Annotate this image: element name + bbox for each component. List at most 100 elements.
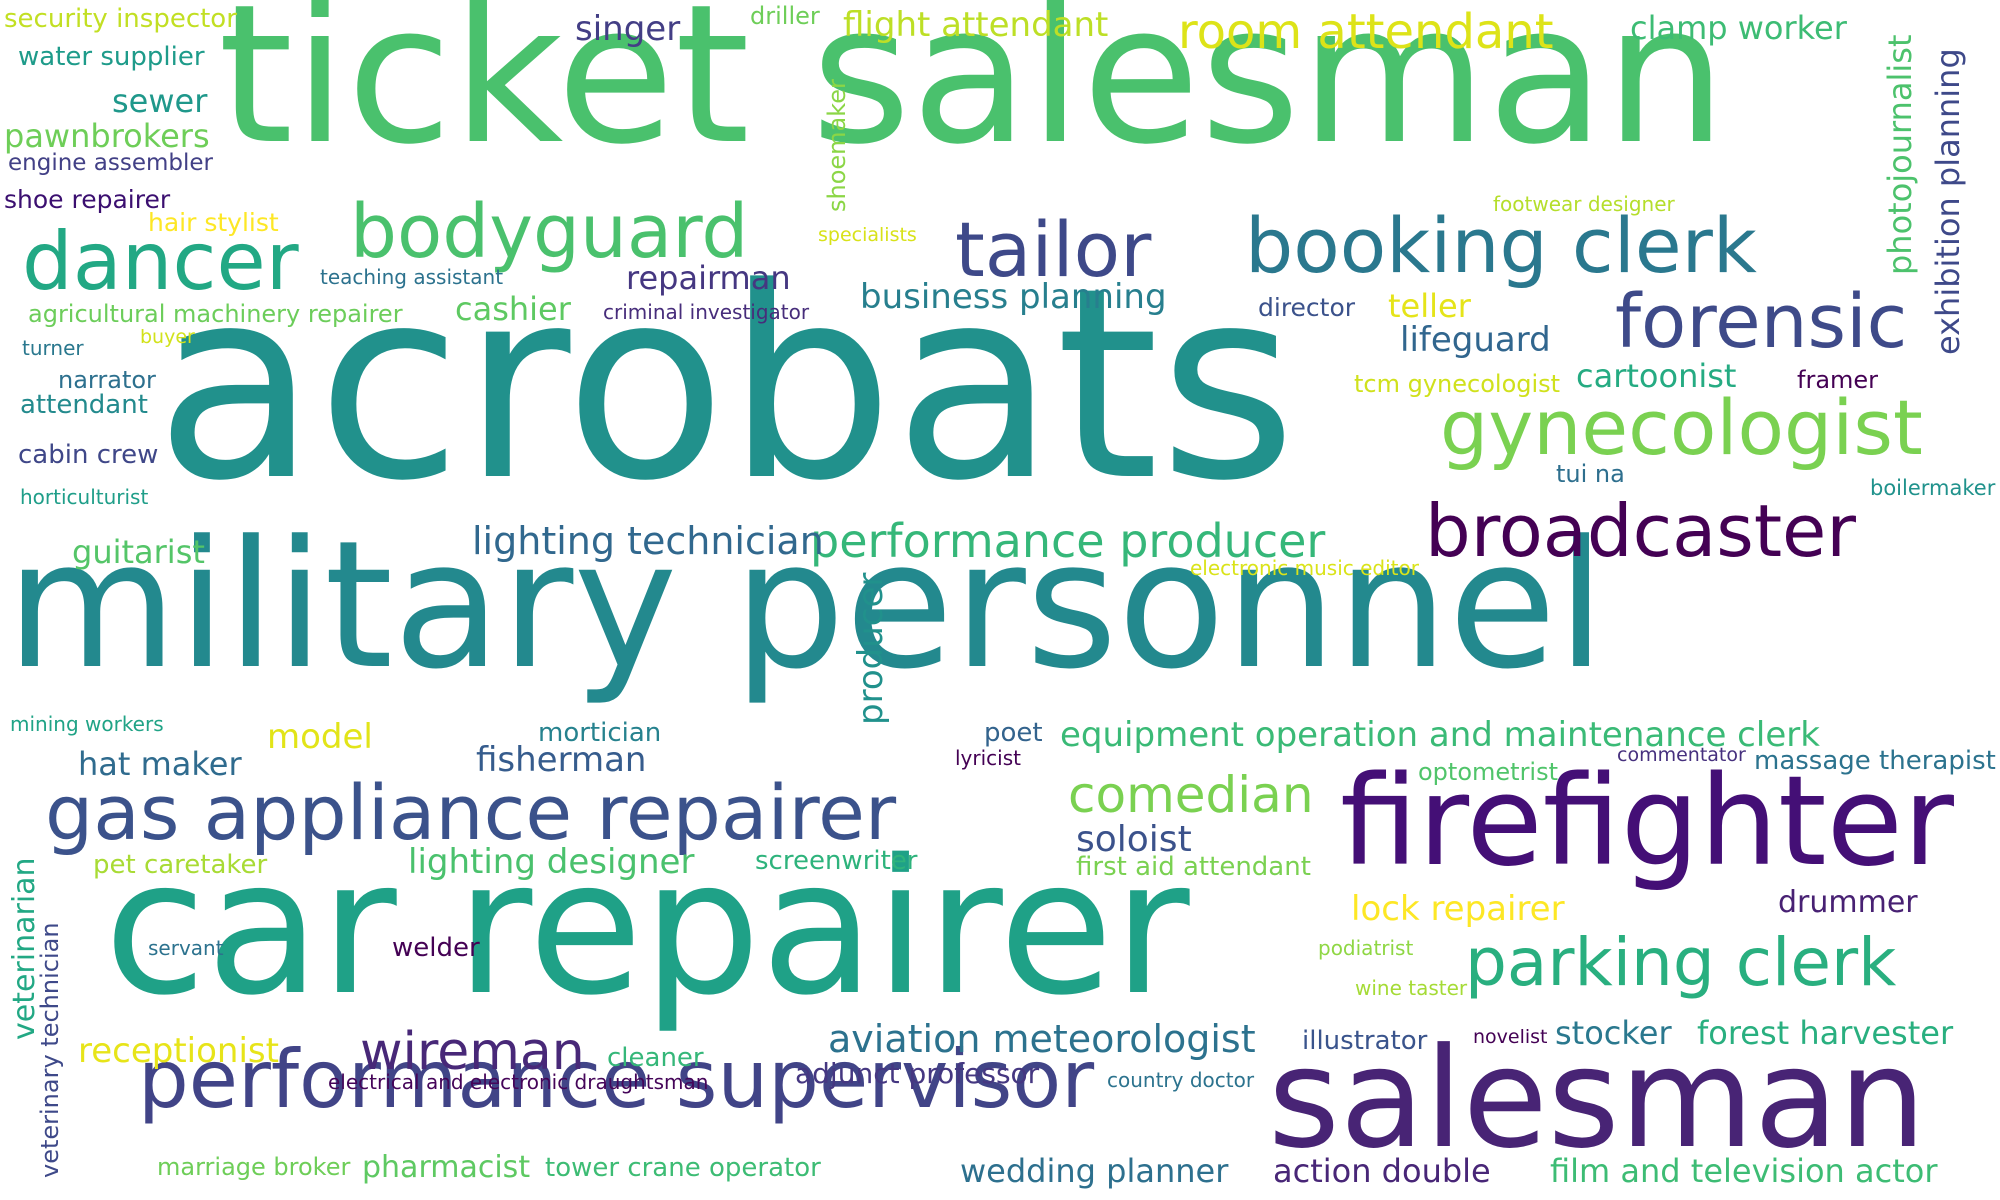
word-criminal-investigator: criminal investigator (603, 300, 810, 324)
word-specialists: specialists (818, 224, 917, 246)
word-cashier: cashier (455, 290, 571, 328)
word-adjunct-professor: adjunct professor (795, 1057, 1040, 1090)
word-business-planning: business planning (860, 277, 1167, 317)
word-receptionist: receptionist (78, 1031, 279, 1071)
word-novelist: novelist (1473, 1026, 1548, 1048)
word-poet: poet (984, 718, 1043, 748)
word-firefighter: firefighter (1340, 750, 1954, 894)
word-singer: singer (575, 9, 681, 49)
word-electrical-and-electronic-draughtsman: electrical and electronic draughtsman (328, 1070, 709, 1094)
word-wireman: wireman (360, 1022, 585, 1082)
word-parking-clerk: parking clerk (1465, 924, 1897, 1001)
word-stocker: stocker (1555, 1014, 1672, 1052)
word-booking-clerk: booking clerk (1245, 201, 1757, 290)
word-boilermaker: boilermaker (1870, 476, 1996, 500)
word-tcm-gynecologist: tcm gynecologist (1354, 370, 1561, 398)
word-car-repairer: car repairer (104, 819, 1190, 1036)
word-broadcaster: broadcaster (1425, 489, 1856, 573)
word-model: model (267, 717, 373, 757)
word-gas-appliance-repairer: gas appliance repairer (45, 768, 897, 857)
word-tower-crane-operator: tower crane operator (545, 1153, 821, 1183)
word-screenwriter: screenwriter (755, 846, 918, 876)
word-country-doctor: country doctor (1107, 1068, 1255, 1092)
word-pet-caretaker: pet caretaker (93, 850, 268, 880)
word-teller: teller (1388, 287, 1471, 325)
word-shoemaker: shoemaker (823, 79, 851, 212)
word-footwear-designer: footwear designer (1493, 192, 1675, 216)
word-producer: producer (851, 572, 891, 725)
word-turner: turner (22, 336, 84, 360)
word-attendant: attendant (20, 390, 148, 420)
word-comedian: comedian (1068, 766, 1314, 824)
word-mining-workers: mining workers (10, 712, 164, 736)
word-performance-supervisor: performance supervisor (138, 1033, 1095, 1126)
word-room-attendant: room attendant (1178, 4, 1554, 60)
word-agricultural-machinery-repairer: agricultural machinery repairer (28, 300, 403, 328)
word-drummer: drummer (1778, 885, 1918, 920)
word-soloist: soloist (1076, 819, 1192, 860)
word-lighting-technician: lighting technician (472, 519, 824, 563)
word-hat-maker: hat maker (78, 745, 242, 783)
word-pharmacist: pharmacist (362, 1150, 531, 1185)
word-tui-na: tui na (1556, 460, 1625, 488)
word-framer: framer (1797, 366, 1879, 394)
word-performance-producer: performance producer (810, 514, 1326, 568)
word-photojournalist: photojournalist (1881, 34, 1919, 275)
word-optometrist: optometrist (1418, 758, 1559, 786)
word-cleaner: cleaner (607, 1043, 704, 1073)
word-engine-assembler: engine assembler (8, 150, 213, 176)
word-sewer: sewer (112, 82, 208, 120)
word-tailor: tailor (955, 205, 1152, 294)
word-forensic: forensic (1615, 279, 1908, 365)
word-lifeguard: lifeguard (1400, 320, 1551, 360)
word-water-supplier: water supplier (18, 42, 205, 72)
word-teaching-assistant: teaching assistant (320, 265, 504, 289)
word-dancer: dancer (22, 215, 299, 308)
word-massage-therapist: massage therapist (1754, 746, 1996, 776)
word-wedding-planner: wedding planner (960, 1152, 1229, 1190)
word-film-and-television-actor: film and television actor (1550, 1152, 1938, 1190)
word-commentator: commentator (1617, 744, 1746, 766)
word-aviation-meteorologist: aviation meteorologist (828, 1017, 1256, 1061)
word-first-aid-attendant: first aid attendant (1076, 852, 1311, 882)
word-welder: welder (392, 933, 480, 963)
word-pawnbrokers: pawnbrokers (4, 117, 210, 155)
word-forest-harvester: forest harvester (1697, 1014, 1954, 1052)
word-marriage-broker: marriage broker (157, 1153, 351, 1181)
word-bodyguard: bodyguard (350, 189, 749, 275)
word-equipment-operation-and-maintenance-clerk: equipment operation and maintenance cler… (1060, 715, 1820, 755)
word-lighting-designer: lighting designer (408, 842, 695, 882)
word-flight-attendant: flight attendant (843, 5, 1109, 45)
word-driller: driller (750, 2, 820, 30)
word-exhibition-planning: exhibition planning (1929, 48, 1967, 355)
word-ticket-salesman: ticket salesman (218, 0, 1727, 187)
word-acrobats: acrobats (155, 232, 1297, 539)
word-action-double: action double (1273, 1152, 1491, 1190)
word-repairman: repairman (626, 259, 791, 297)
word-electronic-music-editor: electronic music editor (1190, 556, 1419, 580)
word-fisherman: fisherman (476, 740, 647, 780)
word-salesman: salesman (1268, 1018, 1927, 1179)
word-horticulturist: horticulturist (20, 485, 149, 509)
word-clamp-worker: clamp worker (1630, 9, 1847, 47)
word-narrator: narrator (58, 366, 156, 394)
word-gynecologist: gynecologist (1440, 383, 1923, 472)
word-shoe-repairer: shoe repairer (4, 185, 171, 214)
word-illustrator: illustrator (1302, 1026, 1428, 1056)
word-military-personnel: military personnel (6, 503, 1606, 708)
word-lock-repairer: lock repairer (1351, 889, 1565, 929)
word-wine-taster: wine taster (1355, 976, 1468, 1000)
word-veterinary-technician: veterinary technician (36, 922, 64, 1178)
word-hair-stylist: hair stylist (148, 208, 279, 237)
word-director: director (1258, 293, 1356, 322)
word-security-inspector: security inspector (4, 4, 237, 34)
word-lyricist: lyricist (955, 746, 1021, 770)
word-cabin-crew: cabin crew (18, 440, 159, 470)
word-cartoonist: cartoonist (1576, 357, 1737, 395)
word-servant: servant (148, 936, 224, 960)
word-podiatrist: podiatrist (1318, 936, 1414, 960)
word-guitarist: guitarist (72, 533, 205, 571)
word-buyer: buyer (140, 326, 195, 348)
word-mortician: mortician (538, 718, 662, 748)
